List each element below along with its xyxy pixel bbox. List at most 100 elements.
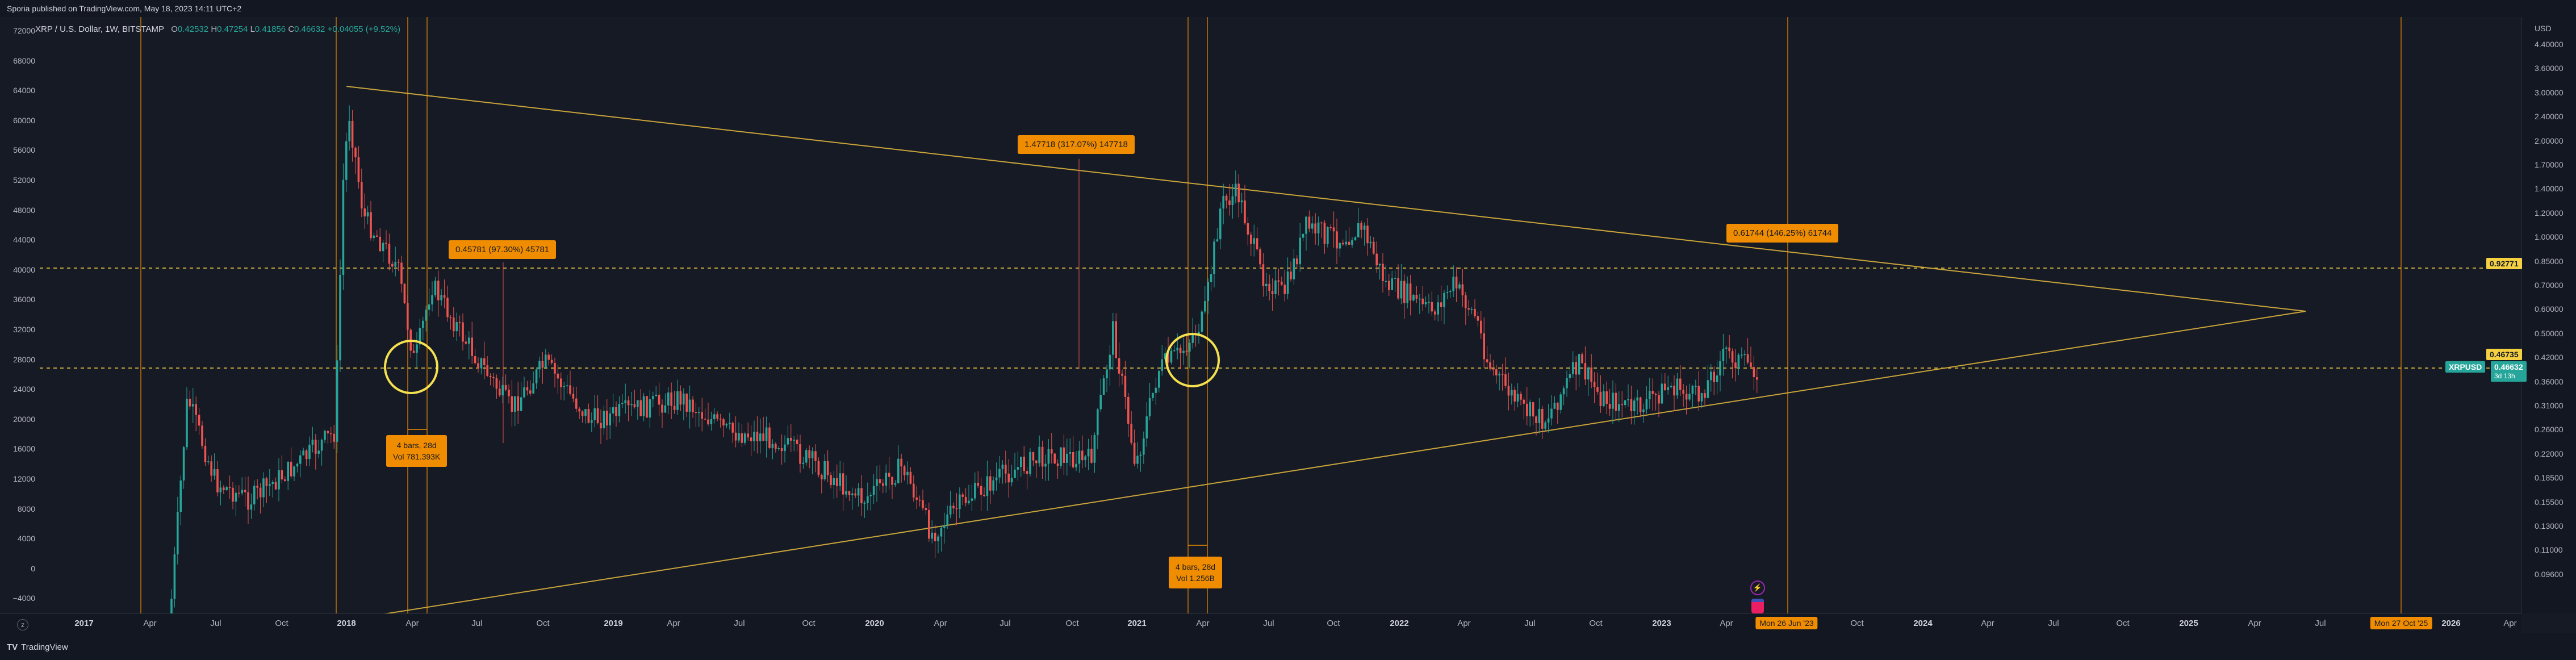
candle-body (637, 400, 639, 407)
chart-legend[interactable]: XRP / U.S. Dollar, 1W, BITSTAMP O0.42532… (35, 24, 400, 34)
symbol-title[interactable]: XRP / U.S. Dollar, 1W, BITSTAMP (35, 24, 164, 34)
candle-body (1087, 449, 1090, 457)
range-label-1[interactable]: 4 bars, 28d Vol 781.393K (386, 435, 448, 467)
candle-body (980, 486, 982, 495)
candle-body (676, 391, 679, 410)
candle-body (557, 373, 559, 379)
left-axis-tick: 24000 (13, 385, 35, 394)
candle-body (1339, 243, 1341, 249)
candle-body (1332, 227, 1335, 232)
candle-body (523, 387, 525, 398)
candle-body (1572, 362, 1574, 374)
candle-body (1535, 416, 1537, 423)
chart-pane[interactable] (0, 17, 2521, 613)
candle-body (1020, 457, 1022, 467)
candle-body (1253, 238, 1255, 244)
candle-body (639, 400, 642, 416)
candle-body (477, 363, 479, 369)
candle-body (1378, 264, 1381, 266)
candle-body (934, 532, 936, 541)
economic-event-flag-icon[interactable] (1751, 599, 1764, 613)
candle-body (992, 480, 994, 491)
left-axis-tick: 48000 (13, 205, 35, 215)
candle-body (333, 433, 335, 442)
candle-body (223, 487, 225, 491)
candle-body (1682, 390, 1684, 394)
candle-body (731, 423, 734, 433)
candle-body (1078, 450, 1081, 464)
left-axis-tick: 28000 (13, 354, 35, 364)
candle-body (1185, 350, 1188, 352)
candle-body (710, 419, 713, 424)
candle-body (793, 439, 795, 441)
candle-body (492, 377, 495, 378)
candle-body (232, 487, 234, 502)
candle-body (1566, 378, 1568, 389)
candle-body (1470, 309, 1473, 310)
candle-body (995, 477, 998, 481)
candle-body (707, 419, 709, 424)
candle-body (1053, 453, 1056, 464)
candle-body (566, 385, 568, 387)
candle-body (1575, 362, 1577, 375)
candle-body (324, 431, 326, 440)
candle-body (235, 492, 237, 502)
candle-body (1428, 302, 1430, 303)
timezone-toggle-button[interactable]: z (17, 619, 28, 630)
candle-body (1351, 240, 1353, 245)
candle-body (407, 303, 409, 330)
candle-body (1139, 454, 1142, 456)
right-price-axis[interactable]: USD 4.40000 3.60000 3.00000 2.40000 2.00000 1… (2521, 17, 2576, 613)
candle-body (1014, 469, 1016, 478)
candle-body (480, 358, 483, 369)
candle-body (1394, 278, 1396, 279)
candle-body (1382, 264, 1384, 281)
candle-body (1228, 200, 1231, 205)
measure-label-3[interactable]: 0.61744 (146.25%) 61744 (1726, 224, 1839, 243)
dividend-event-icon[interactable]: ⚡ (1750, 580, 1765, 595)
candle-body (1281, 281, 1283, 285)
candle-body (198, 415, 200, 426)
candle-body (642, 396, 645, 416)
candle-body (170, 599, 173, 613)
candle-body (1286, 271, 1289, 294)
candle-body (538, 361, 541, 370)
candle-body (1489, 362, 1491, 369)
measure-label-2[interactable]: 1.47718 (317.07%) 147718 (1018, 135, 1135, 154)
candle-body (1262, 264, 1265, 286)
left-axis-tick: 36000 (13, 295, 35, 304)
tradingview-brand[interactable]: TV TradingView (7, 642, 68, 652)
footer-bar: TV TradingView (0, 633, 2576, 660)
candle-body (308, 444, 311, 460)
candle-body (1612, 392, 1614, 409)
candle-body (1746, 354, 1749, 363)
candle-body (1293, 258, 1295, 279)
highlight-circle (384, 340, 438, 394)
candle-body (1060, 447, 1062, 466)
time-axis-tick: Apr (1196, 619, 1210, 628)
time-axis-tick: Oct (536, 619, 550, 628)
candle-body (1516, 394, 1519, 402)
candle-body (1541, 408, 1544, 429)
candle-body (578, 408, 580, 412)
open-value: 0.42532 (177, 24, 209, 34)
candle-body (1728, 347, 1730, 352)
tradingview-logo-icon: TV (7, 642, 18, 652)
range-1-volume: Vol 781.393K (393, 452, 441, 461)
candle-body (615, 407, 617, 416)
candle-body (391, 264, 394, 267)
time-axis[interactable]: 2017 Apr Jul Oct 2018 Apr Jul Oct 2019 Apr Jul Oct 2… (0, 613, 2521, 633)
price-chart[interactable] (0, 0, 2521, 613)
candle-body (545, 354, 547, 368)
candle-body (1409, 283, 1412, 300)
candle-body (830, 475, 832, 486)
right-axis-tick: 3.60000 (2535, 64, 2564, 73)
time-axis-tick: Oct (802, 619, 816, 628)
candle-body (1084, 456, 1086, 461)
candle-body (317, 450, 320, 454)
measure-label-1[interactable]: 0.45781 (97.30%) 45781 (449, 240, 557, 259)
range-label-2[interactable]: 4 bars, 28d Vol 1.256B (1169, 557, 1223, 588)
candle-body (210, 461, 212, 476)
candle-body (388, 244, 391, 264)
left-price-axis[interactable]: 72000 68000 64000 60000 56000 52000 48000 44000… (0, 17, 40, 613)
